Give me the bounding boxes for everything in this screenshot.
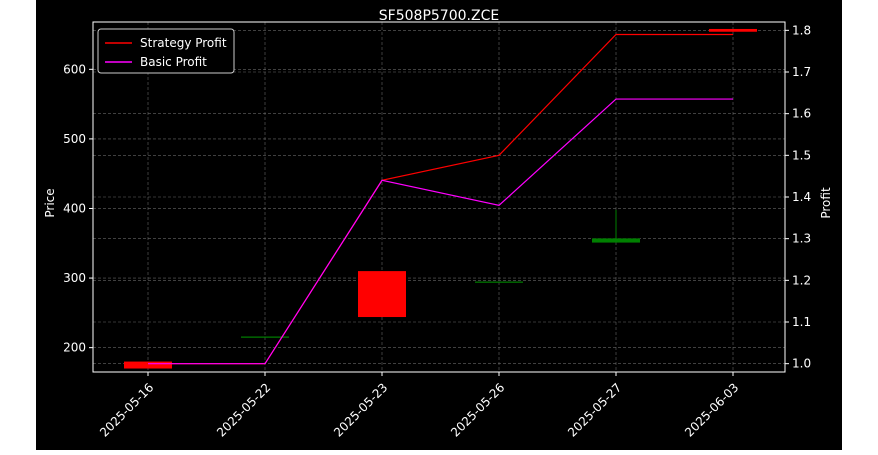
chart-title: SF508P5700.ZCE	[379, 8, 499, 24]
profit-line	[148, 98, 733, 365]
profit-lines	[148, 33, 733, 365]
candlesticks	[124, 28, 757, 369]
profit-line	[148, 33, 733, 365]
y2-tick-label: 1.4	[792, 190, 811, 204]
candle-body	[592, 238, 640, 243]
y2-tick-label: 1.2	[792, 273, 811, 287]
grid-lines	[93, 22, 785, 372]
candle-body	[475, 281, 523, 283]
y-tick-label: 300	[63, 271, 86, 285]
legend: Strategy Profit Basic Profit	[97, 28, 235, 74]
y2-tick-label: 1.8	[792, 23, 811, 37]
chart-figure: SF508P5700.ZCE Price Profit 2025-05-16 20…	[36, 0, 842, 450]
y2-tick-label: 1.6	[792, 107, 811, 121]
y-tick-label: 400	[63, 201, 86, 215]
x-tick-label: 2025-06-03	[682, 380, 741, 439]
y-tick-label: 500	[63, 132, 86, 146]
y-axis-label: Price	[43, 188, 57, 217]
y-tick-label: 600	[63, 62, 86, 76]
candle-body	[358, 271, 406, 318]
legend-label-strategy-profit: Strategy Profit	[140, 36, 227, 50]
candle-body	[241, 336, 289, 338]
x-tick-label: 2025-05-16	[97, 380, 156, 439]
x-tick-label: 2025-05-27	[565, 380, 624, 439]
x-tick-label: 2025-05-26	[448, 380, 507, 439]
y2-axis-label: Profit	[819, 187, 833, 219]
y-tick-label: 200	[63, 341, 86, 355]
x-tick-label: 2025-05-22	[214, 380, 273, 439]
legend-label-basic-profit: Basic Profit	[140, 55, 207, 69]
y2-tick-label: 1.1	[792, 315, 811, 329]
chart-svg: SF508P5700.ZCE Price Profit 2025-05-16 20…	[43, 8, 833, 440]
x-tick-label: 2025-05-23	[331, 380, 390, 439]
y2-tick-label: 1.5	[792, 148, 811, 162]
axis-ticks: 2025-05-16 2025-05-22 2025-05-23 2025-05-26…	[63, 23, 811, 439]
y2-tick-label: 1.0	[792, 357, 811, 371]
candle-body	[124, 361, 172, 369]
candle-body	[709, 28, 757, 32]
y2-tick-label: 1.7	[792, 65, 811, 79]
y2-tick-label: 1.3	[792, 232, 811, 246]
